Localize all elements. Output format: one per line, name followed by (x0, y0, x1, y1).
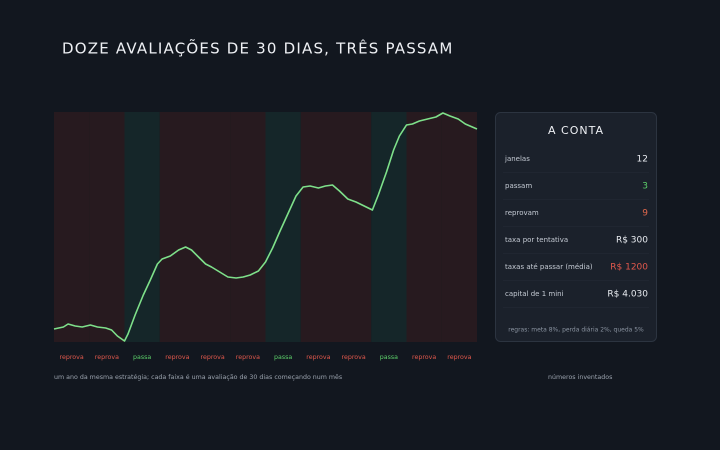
row-value: 12 (637, 155, 648, 165)
band-label: reprova (236, 354, 260, 361)
row-value: 9 (642, 209, 648, 219)
band (124, 112, 160, 342)
band-label: reprova (201, 354, 225, 361)
band (89, 112, 125, 342)
row-value: R$ 4.030 (607, 290, 648, 300)
band (54, 112, 90, 342)
panel (495, 112, 657, 342)
row-label: janelas (504, 155, 530, 163)
row-label: taxas até passar (média) (505, 263, 593, 271)
panel-rows: janelas 12 passam 3 reprovam 9 taxa por tentat… (503, 155, 649, 308)
band-label: reprova (306, 354, 330, 361)
band (441, 112, 477, 342)
row-label: reprovam (505, 209, 539, 217)
band-label: passa (274, 354, 292, 361)
band (371, 112, 407, 342)
band (406, 112, 442, 342)
caption: um ano da mesma estratégia; cada faixa é… (54, 373, 342, 381)
band-label: reprova (165, 354, 189, 361)
row-label: taxa por tentativa (505, 236, 568, 244)
band (336, 112, 372, 342)
band (159, 112, 195, 342)
band-label: passa (380, 354, 398, 361)
panel-title: A CONTA (548, 124, 604, 137)
band-label: reprova (412, 354, 436, 361)
row-value: R$ 1200 (610, 263, 648, 273)
band (300, 112, 336, 342)
equity-line (53, 112, 478, 342)
chart-title: DOZE AVALIAÇÕES DE 30 DIAS, TRÊS PASSAM (62, 39, 454, 58)
band-label: passa (133, 354, 151, 361)
band-label: reprova (60, 354, 84, 361)
band (265, 112, 301, 342)
row-value: R$ 300 (616, 236, 648, 246)
row-label: capital de 1 mini (505, 290, 564, 298)
band-label: reprova (447, 354, 471, 361)
row-label: passam (505, 182, 532, 190)
note: números inventados (548, 373, 612, 381)
band-label: reprova (95, 354, 119, 361)
band (230, 112, 266, 342)
band (195, 112, 231, 342)
panel-footnote: regras: meta 8%, perda diária 2%, queda … (508, 327, 644, 334)
row-value: 3 (642, 182, 648, 192)
plot: reprova reprova passa reprova reprova reprova… (53, 112, 478, 361)
band-label: reprova (342, 354, 366, 361)
